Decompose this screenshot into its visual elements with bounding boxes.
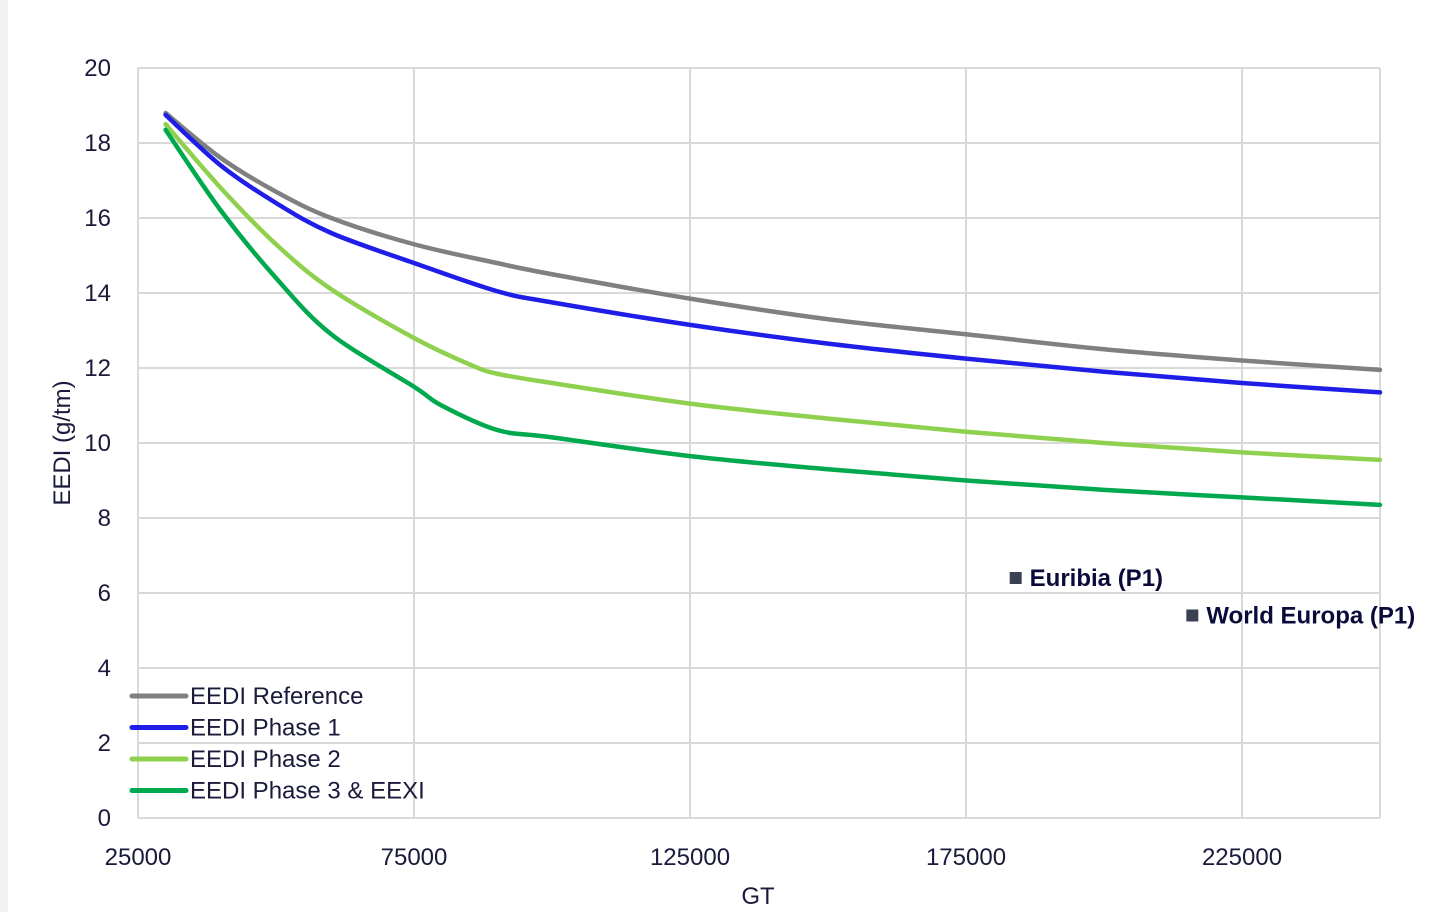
y-tick-label: 6: [98, 580, 111, 607]
y-tick-label: 12: [84, 355, 111, 382]
scatter-point-label: Euribia (P1): [1030, 565, 1163, 592]
y-tick-label: 0: [98, 805, 111, 832]
x-axis-title: GT: [741, 883, 775, 910]
eedi-chart: 25000 75000 125000 175000 225000 0 2 4 6 8 10 12 14…: [49, 55, 1415, 910]
x-tick-label: 175000: [926, 844, 1006, 871]
chart-frame: 25000 75000 125000 175000 225000 0 2 4 6 8 10 12 14…: [8, 0, 1448, 912]
x-tick-label: 75000: [381, 844, 448, 871]
x-tick-label: 25000: [105, 844, 172, 871]
y-tick-label: 20: [84, 55, 111, 82]
y-tick-label: 8: [98, 505, 111, 532]
x-tick-label: 125000: [650, 844, 730, 871]
scatter-point-label: World Europa (P1): [1206, 603, 1415, 630]
scatter-points: Euribia (P1) World Europa (P1): [1009, 565, 1415, 630]
legend-label: EEDI Phase 3 & EEXI: [190, 778, 425, 805]
x-axis-ticks: 25000 75000 125000 175000 225000: [105, 844, 1282, 871]
y-tick-label: 14: [84, 280, 111, 307]
legend-label: EEDI Reference: [190, 683, 363, 710]
y-tick-label: 18: [84, 130, 111, 157]
series-line-4: [163, 127, 1383, 508]
series-line-1: [163, 110, 1383, 373]
y-tick-label: 10: [84, 430, 111, 457]
legend-label: EEDI Phase 1: [190, 715, 341, 742]
y-tick-label: 16: [84, 205, 111, 232]
legend: EEDI Reference EEDI Phase 1 EEDI Phase 2 EE…: [129, 683, 425, 805]
series-line-2: [163, 112, 1383, 395]
y-axis-ticks: 0 2 4 6 8 10 12 14 16 18 20: [84, 55, 111, 832]
x-tick-label: 225000: [1202, 844, 1282, 871]
scatter-point-marker: [1009, 572, 1022, 584]
y-tick-label: 2: [98, 730, 111, 757]
series-line-3: [163, 122, 1383, 463]
grid: [137, 67, 1381, 819]
y-tick-label: 4: [98, 655, 111, 682]
y-axis-title: EEDI (g/tm): [49, 380, 76, 505]
series-lines: [163, 110, 1383, 508]
scatter-point-marker: [1186, 609, 1199, 622]
legend-label: EEDI Phase 2: [190, 746, 341, 773]
